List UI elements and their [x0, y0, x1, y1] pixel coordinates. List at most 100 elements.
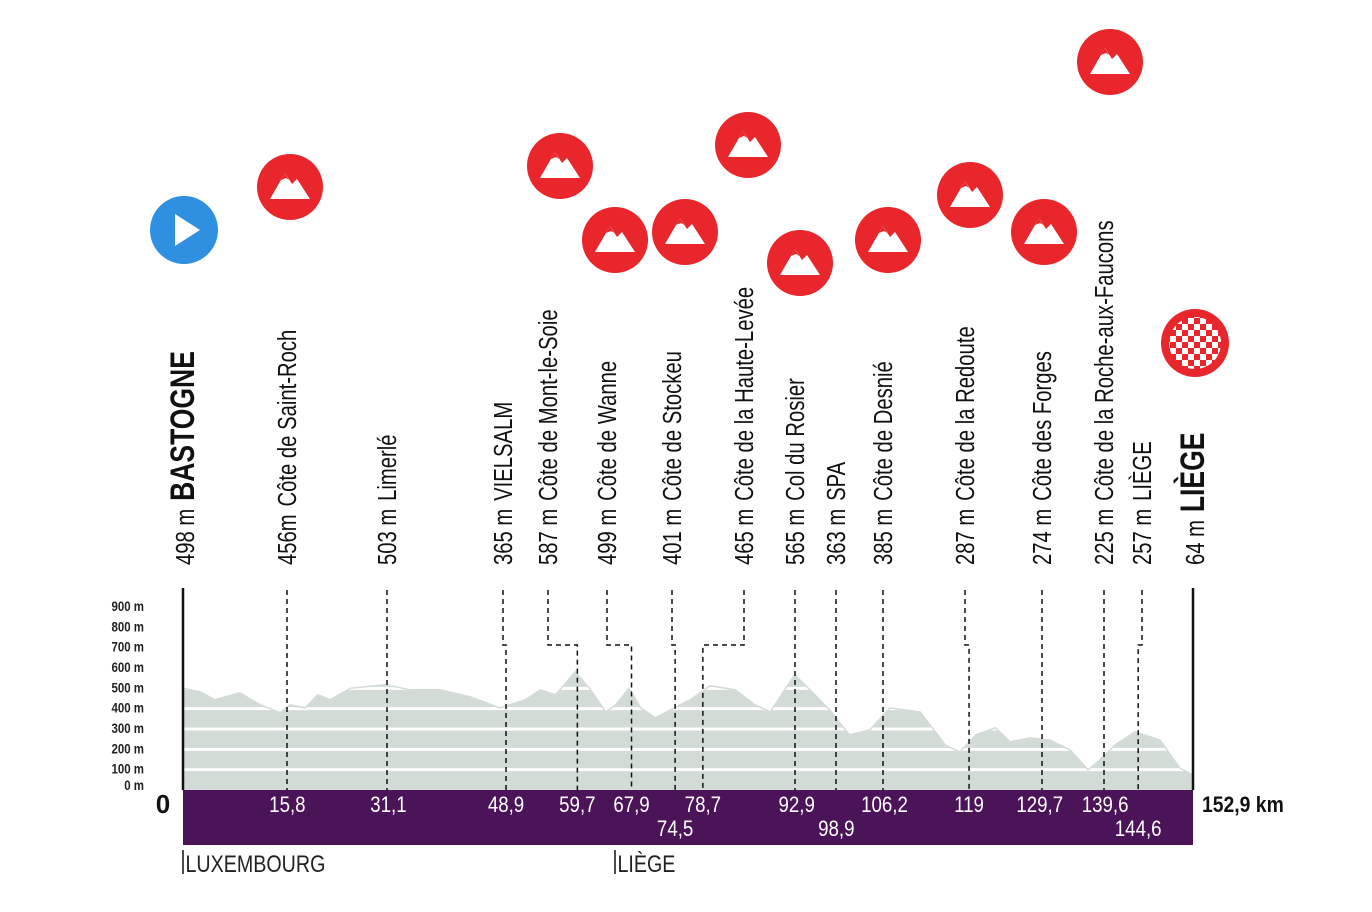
y-tick-label: 200 m [111, 740, 144, 756]
km-label: 74,5 [657, 818, 693, 842]
waypoint-name: Côte de la Redoute [951, 326, 980, 501]
waypoint-altitude: 64 m [1181, 520, 1210, 565]
waypoint-label: 257 m LIÈGE [1128, 441, 1157, 565]
waypoint-name: SPA [822, 461, 851, 500]
waypoint-name: Côte de Saint-Roch [273, 330, 302, 507]
km-label: 31,1 [370, 794, 406, 818]
climb-icon-mountain [1090, 48, 1130, 74]
waypoint-altitude: 503 m [373, 509, 402, 565]
waypoint-name: Côte de Stockeu [658, 351, 687, 501]
waypoint-marker [671, 590, 676, 790]
x-tick-label: 0 [156, 789, 170, 819]
climb-icon-snow [606, 226, 614, 233]
km-label: 48,9 [488, 794, 524, 818]
waypoint-marker [702, 590, 745, 790]
y-tick-label: 700 m [111, 639, 144, 655]
waypoint-altitude: 565 m [781, 509, 810, 565]
waypoint-label: 274 m Côte des Forges [1028, 351, 1057, 565]
start-icon-arrow [175, 214, 200, 246]
climb-icon-mountain [780, 249, 820, 275]
waypoint-label: 565 m Col du Rosier [781, 378, 810, 565]
region-label: LIÈGE [617, 850, 675, 877]
y-tick-label: 500 m [111, 679, 144, 695]
climb-icon-snow [1101, 48, 1109, 55]
waypoint-altitude: 363 m [822, 509, 851, 565]
climb-icon-snow [1035, 218, 1043, 225]
waypoint-name: BASTOGNE [164, 351, 202, 501]
km-label: 144,6 [1115, 818, 1162, 842]
climb-icon-mountain [595, 226, 635, 252]
waypoint-label: 401 m Côte de Stockeu [658, 351, 687, 565]
km-label: 59,7 [559, 794, 595, 818]
km-label: 106,2 [861, 794, 908, 818]
waypoint-altitude: 274 m [1028, 509, 1057, 565]
waypoint-name: LIÈGE [1128, 441, 1157, 501]
km-label: 15,8 [269, 794, 305, 818]
waypoint-name: Côte de Desnié [869, 361, 898, 501]
waypoint-altitude: 401 m [658, 509, 687, 565]
climb-icon-snow [281, 173, 289, 180]
waypoint-name: Col du Rosier [781, 378, 810, 501]
climb-icon-mountain [950, 181, 990, 207]
km-label: 129,7 [1016, 794, 1063, 818]
waypoint-altitude: 287 m [951, 509, 980, 565]
waypoint-label: 503 m Limerlé [373, 434, 402, 565]
waypoint-marker [964, 590, 970, 790]
waypoint-label: 587 m Côte de Mont-le-Soie [534, 309, 563, 565]
waypoint-altitude: 385 m [869, 509, 898, 565]
y-tick-label: 100 m [111, 761, 144, 777]
climb-icon-mountain [270, 173, 310, 199]
waypoint-label: 385 m Côte de Desnié [869, 361, 898, 565]
waypoint-name: Côte de la Haute-Levée [730, 287, 759, 501]
waypoint-altitude: 465 m [730, 509, 759, 565]
waypoint-label: 365 m VIELSALM [489, 402, 518, 565]
climb-icon-mountain [1024, 218, 1064, 244]
waypoint-name: LIÈGE [1173, 433, 1212, 513]
km-label: 92,9 [778, 794, 814, 818]
waypoint-altitude: 498 m [171, 509, 200, 565]
climb-icon-snow [791, 249, 799, 256]
y-tick-label: 900 m [111, 598, 144, 614]
climb-icon-mountain [540, 152, 580, 178]
x-tick-label: 152,9 km [1202, 793, 1284, 817]
km-label: 139,6 [1082, 794, 1129, 818]
y-tick-label: 300 m [111, 720, 144, 736]
waypoint-label: 456m Côte de Saint-Roch [273, 330, 302, 565]
waypoint-altitude: 257 m [1128, 509, 1157, 565]
waypoint-marker [502, 590, 507, 790]
waypoint-altitude: 499 m [593, 509, 622, 565]
climb-icon-mountain [665, 218, 705, 244]
waypoint-label: 499 m Côte de Wanne [593, 361, 622, 565]
y-tick-label: 600 m [111, 659, 144, 675]
climb-icon-snow [551, 152, 559, 159]
climb-icon-snow [676, 218, 684, 225]
waypoint-name: Côte de la Roche-aux-Faucons [1090, 220, 1119, 500]
waypoint-altitude: 365 m [489, 509, 518, 565]
waypoint-label: 64 m LIÈGE [1173, 433, 1212, 565]
y-tick-label: 0 m [124, 777, 144, 793]
waypoint-altitude: 587 m [534, 509, 563, 565]
waypoint-name: Côte de Mont-le-Soie [534, 309, 563, 500]
region-label: LUXEMBOURG [185, 850, 325, 877]
km-label: 78,7 [685, 794, 721, 818]
waypoint-label: 363 m SPA [822, 461, 851, 565]
waypoint-marker [547, 590, 579, 790]
waypoint-name: Côte de Wanne [593, 361, 622, 501]
y-tick-label: 400 m [111, 700, 144, 716]
km-label: 98,9 [818, 818, 854, 842]
km-label: 67,9 [613, 794, 649, 818]
waypoint-marker [606, 590, 633, 790]
km-label: 119 [954, 794, 984, 818]
waypoint-label: 225 m Côte de la Roche-aux-Faucons [1090, 220, 1119, 565]
climb-icon-mountain [728, 131, 768, 157]
waypoint-name: Limerlé [373, 434, 402, 500]
waypoint-label: 465 m Côte de la Haute-Levée [730, 287, 759, 565]
waypoint-label: 287 m Côte de la Redoute [951, 326, 980, 565]
profile-line [182, 670, 1194, 776]
waypoint-marker [1137, 590, 1143, 790]
y-tick-label: 800 m [111, 618, 144, 634]
distance-band [183, 790, 1193, 845]
climb-icon-mountain [868, 226, 908, 252]
